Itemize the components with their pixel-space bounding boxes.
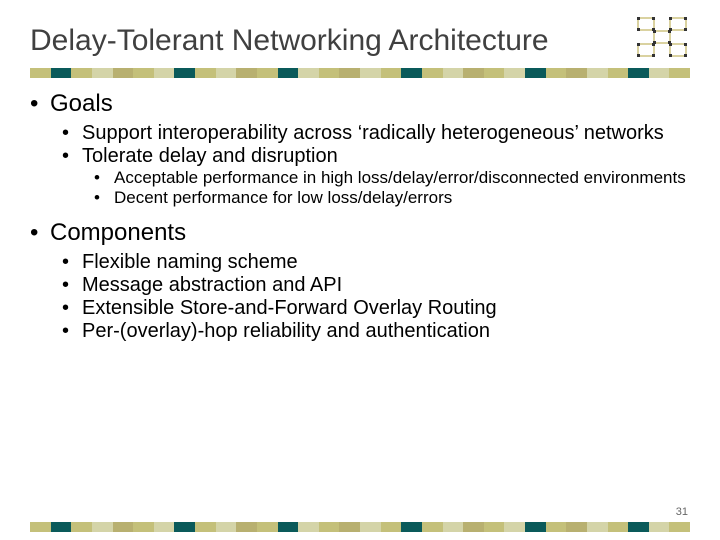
divider-stripe-bottom [30, 522, 690, 532]
bullet-comp-4: • Per-(overlay)-hop reliability and auth… [62, 320, 690, 343]
bullet-comp-3: • Extensible Store-and-Forward Overlay R… [62, 297, 690, 320]
bullet-goals: • Goals [30, 90, 690, 118]
bullet-mark-icon: • [62, 122, 82, 145]
bullet-mark-icon: • [62, 251, 82, 274]
bullet-text: Acceptable performance in high loss/dela… [114, 168, 690, 188]
bullet-mark-icon: • [30, 90, 50, 118]
bullet-text: Extensible Store-and-Forward Overlay Rou… [82, 297, 690, 320]
bullet-text: Message abstraction and API [82, 274, 690, 297]
bullet-mark-icon: • [94, 188, 114, 208]
bullet-goals-sub2: • Tolerate delay and disruption [62, 145, 690, 168]
slide-body: • Goals • Support interoperability acros… [30, 84, 690, 343]
bullet-mark-icon: • [62, 320, 82, 343]
bullet-mark-icon: • [62, 145, 82, 168]
bullet-comp-1: • Flexible naming scheme [62, 251, 690, 274]
bullet-text: Per-(overlay)-hop reliability and authen… [82, 320, 690, 343]
bullet-text: Tolerate delay and disruption [82, 145, 690, 168]
bullet-components: • Components [30, 219, 690, 247]
bullet-text: Flexible naming scheme [82, 251, 690, 274]
bullet-mark-icon: • [94, 168, 114, 188]
bullet-text: Decent performance for low loss/delay/er… [114, 188, 690, 208]
page-number: 31 [676, 506, 688, 518]
bullet-text: Goals [50, 90, 690, 118]
bullet-comp-2: • Message abstraction and API [62, 274, 690, 297]
bullet-mark-icon: • [62, 274, 82, 297]
bullet-goals-sub2a: • Acceptable performance in high loss/de… [94, 168, 690, 188]
bullet-text: Components [50, 219, 690, 247]
bullet-goals-sub1: • Support interoperability across ‘radic… [62, 122, 690, 145]
bullet-mark-icon: • [30, 219, 50, 247]
bullet-goals-sub2b: • Decent performance for low loss/delay/… [94, 188, 690, 208]
slide-title: Delay-Tolerant Networking Architecture [30, 24, 549, 58]
network-logo-icon [632, 12, 692, 62]
bullet-text: Support interoperability across ‘radical… [82, 122, 690, 145]
divider-stripe-top [30, 68, 690, 78]
bullet-mark-icon: • [62, 297, 82, 320]
